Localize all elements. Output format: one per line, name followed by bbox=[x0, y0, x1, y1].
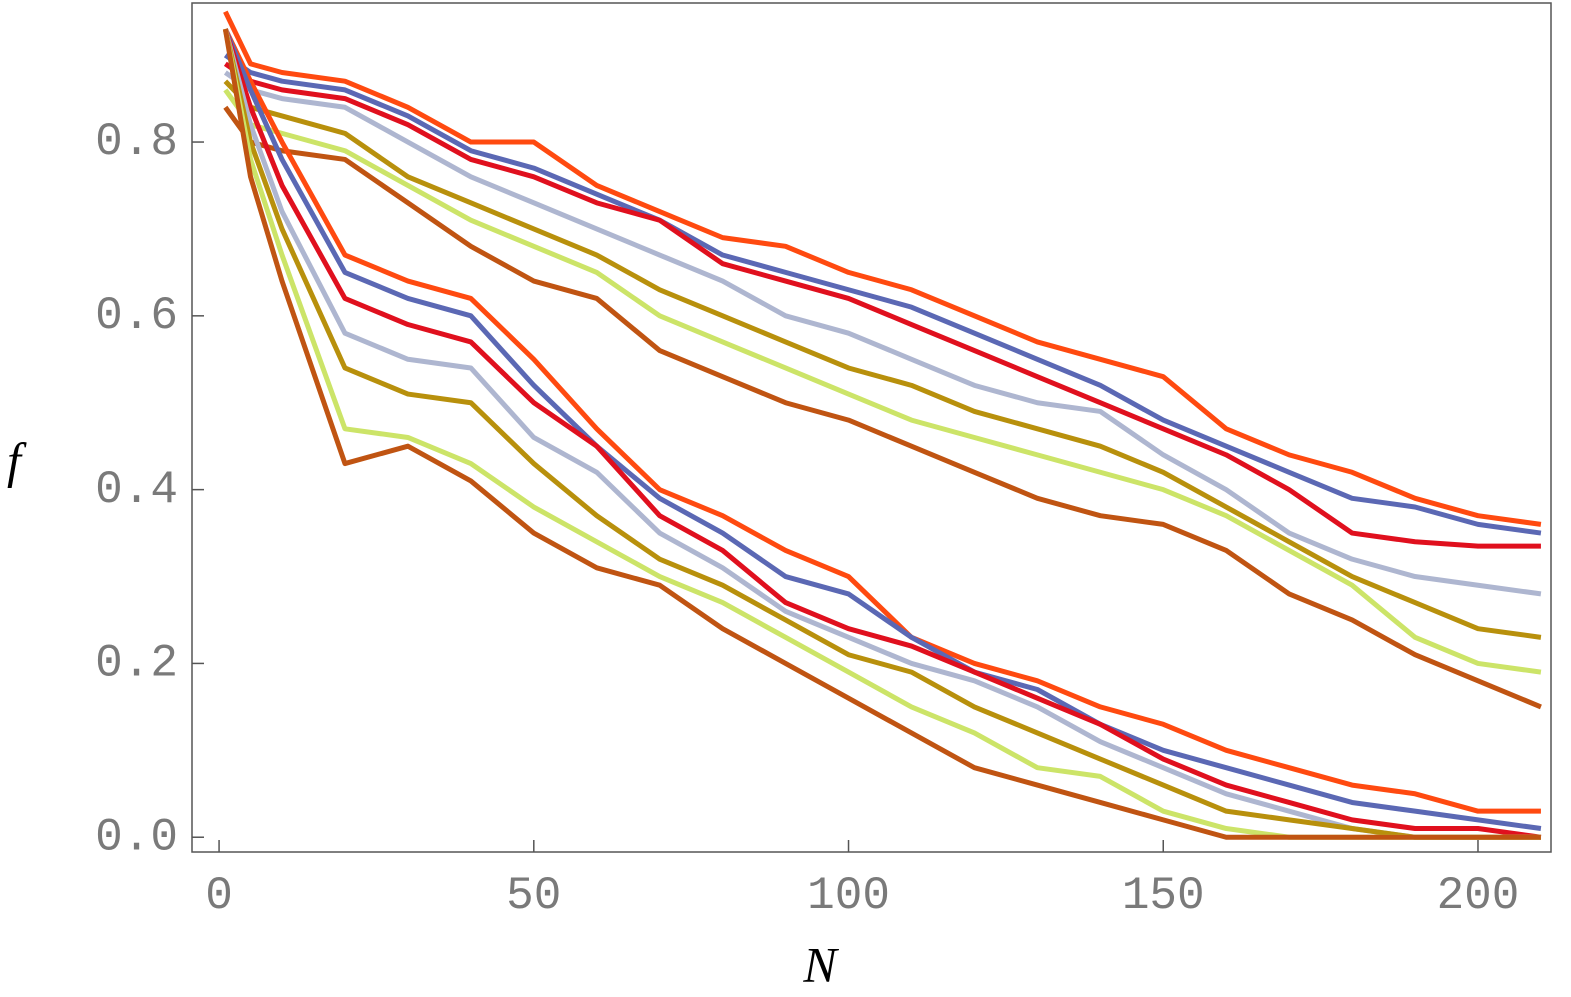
data-line bbox=[223, 70, 1542, 597]
data-line bbox=[223, 88, 1542, 675]
data-line bbox=[223, 53, 1542, 536]
y-tick-label: 0.6 bbox=[95, 290, 178, 342]
data-line bbox=[223, 27, 1541, 814]
y-axis-label: f bbox=[7, 432, 27, 488]
y-tick-label: 0.4 bbox=[95, 464, 178, 516]
data-line bbox=[223, 61, 1541, 549]
data-line bbox=[222, 28, 1541, 840]
data-line bbox=[223, 79, 1542, 640]
data-line bbox=[223, 105, 1542, 710]
data-line bbox=[223, 28, 1542, 832]
data-line bbox=[222, 28, 1541, 840]
x-tick-label: 100 bbox=[807, 870, 890, 922]
data-line bbox=[222, 28, 1542, 840]
x-tick-label: 50 bbox=[506, 870, 561, 922]
data-line bbox=[222, 28, 1541, 840]
x-axis-label: N bbox=[802, 936, 839, 992]
x-tick-label: 0 bbox=[205, 870, 233, 922]
y-tick-label: 0.8 bbox=[95, 116, 178, 168]
x-tick-label: 150 bbox=[1122, 870, 1205, 922]
data-line bbox=[223, 10, 1542, 527]
x-tick-label: 200 bbox=[1437, 870, 1520, 922]
y-tick-label: 0.2 bbox=[95, 638, 178, 690]
plot-frame bbox=[191, 2, 1552, 853]
y-tick-label: 0.0 bbox=[95, 811, 178, 863]
